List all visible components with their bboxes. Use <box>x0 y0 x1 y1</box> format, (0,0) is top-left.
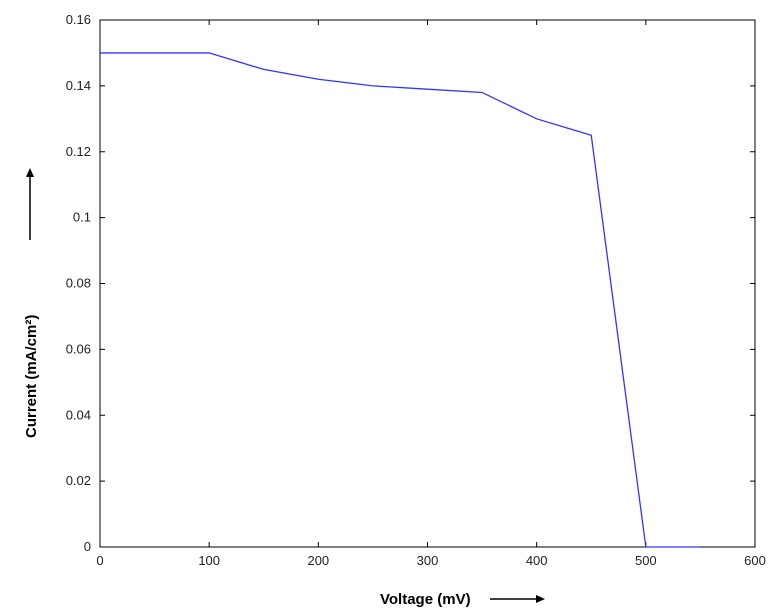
x-axis-arrow-icon <box>490 595 545 603</box>
x-tick-label: 400 <box>526 553 548 568</box>
x-tick-label: 300 <box>417 553 439 568</box>
y-axis-arrow-icon <box>26 168 34 240</box>
x-axis-ticks: 0 100 200 300 400 500 600 <box>96 20 766 568</box>
y-tick-label: 0.16 <box>66 12 91 27</box>
y-tick-label: 0.12 <box>66 144 91 159</box>
y-tick-label: 0.1 <box>73 210 91 225</box>
y-tick-label: 0.06 <box>66 341 91 356</box>
y-tick-label: 0 <box>84 539 91 554</box>
series-line <box>100 52 701 548</box>
plot-area <box>99 19 756 548</box>
y-tick-label: 0.08 <box>66 276 91 291</box>
series-group <box>100 52 701 548</box>
x-tick-label: 0 <box>96 553 103 568</box>
y-axis-ticks: 0 0.02 0.04 0.06 0.08 0.1 0.12 0.14 0.16 <box>66 12 755 554</box>
x-axis-label: Voltage (mV) <box>380 591 471 608</box>
x-tick-label: 600 <box>744 553 766 568</box>
y-tick-label: 0.14 <box>66 78 91 93</box>
x-tick-label: 500 <box>635 553 657 568</box>
x-tick-label: 200 <box>307 553 329 568</box>
y-axis-label: Current (mA/cm²) <box>23 315 40 438</box>
y-tick-label: 0.02 <box>66 473 91 488</box>
x-tick-label: 100 <box>198 553 220 568</box>
y-tick-label: 0.04 <box>66 407 91 422</box>
